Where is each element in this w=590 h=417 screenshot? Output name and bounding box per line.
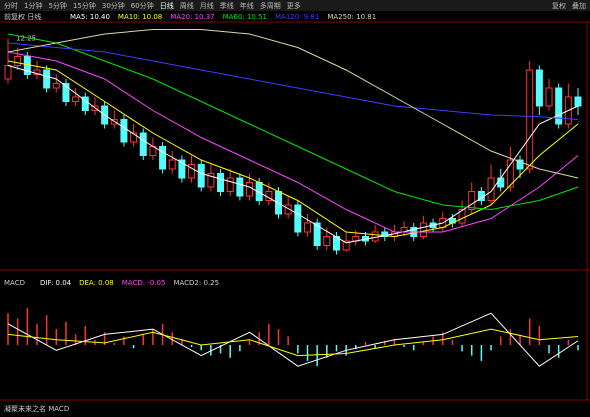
- candle-body: [226, 177, 234, 192]
- candle-body: [197, 164, 205, 188]
- toolbar-tab[interactable]: 更多: [287, 1, 301, 10]
- ma-label: MA120: 9.81: [275, 13, 319, 21]
- ma-label: MA20: 10.37: [170, 13, 214, 21]
- price-max-label: 12.25: [16, 35, 36, 43]
- candle-body: [535, 69, 543, 107]
- candle-body: [342, 240, 350, 251]
- ma-label: MA60: 10.51: [223, 13, 267, 21]
- ma-label: MA5: 10.40: [70, 13, 110, 21]
- macd-label: MACD: -0.05: [122, 279, 166, 287]
- candle-body: [52, 83, 60, 89]
- candle-body: [120, 119, 128, 143]
- candle-body: [371, 231, 379, 242]
- toolbar-tab[interactable]: 日线: [160, 1, 174, 10]
- toolbar-tab[interactable]: 季线: [220, 1, 234, 10]
- candle-body: [323, 236, 331, 246]
- toolbar-bg: [0, 0, 590, 11]
- ma-line: [7, 42, 579, 120]
- toolbar-tab[interactable]: 年线: [240, 1, 254, 10]
- candle-body: [516, 159, 524, 170]
- candle-body: [381, 231, 389, 237]
- ma-line: [7, 60, 579, 238]
- candle-body: [284, 204, 292, 215]
- candle-body: [62, 83, 70, 102]
- toolbar-tab[interactable]: 分时: [4, 1, 18, 10]
- candle-body: [159, 146, 167, 170]
- candle-body: [419, 222, 427, 237]
- toolbar-tab[interactable]: 5分钟: [48, 1, 66, 10]
- candle-body: [207, 173, 215, 188]
- toolbar-tab[interactable]: 多周期: [260, 1, 281, 10]
- candle-body: [574, 96, 582, 107]
- ma-line: [7, 51, 579, 233]
- macd-label: MACD2: 0.25: [173, 279, 219, 287]
- candle-body: [468, 191, 476, 210]
- candle-body: [43, 69, 51, 89]
- ma-line: [7, 33, 579, 211]
- candle-body: [188, 164, 196, 179]
- candle-body: [139, 132, 147, 156]
- candle-body: [81, 96, 89, 111]
- candle-body: [4, 65, 12, 80]
- candle-body: [246, 182, 254, 197]
- candle-body: [130, 132, 138, 143]
- toolbar-tab[interactable]: 60分钟: [131, 1, 154, 10]
- candle-body: [168, 159, 176, 170]
- candle-body: [545, 87, 553, 107]
- toolbar-tab[interactable]: 30分钟: [102, 1, 125, 10]
- toolbar-tab[interactable]: 15分钟: [73, 1, 96, 10]
- candle-body: [236, 177, 244, 197]
- macd-line: [7, 328, 579, 357]
- candle-body: [217, 173, 225, 192]
- candle-body: [313, 222, 321, 246]
- candle-body: [294, 204, 302, 233]
- candle-body: [72, 96, 80, 102]
- macd-title: MACD: [4, 279, 25, 287]
- candle-body: [555, 87, 563, 125]
- ma-line: [7, 65, 579, 244]
- candle-body: [303, 222, 311, 233]
- candle-body: [458, 209, 466, 224]
- main-label: 前复权 日线: [4, 12, 41, 21]
- toolbar-button[interactable]: 叠加: [572, 1, 586, 10]
- toolbar-tab[interactable]: 1分钟: [24, 1, 42, 10]
- toolbar-tab[interactable]: 周线: [180, 1, 194, 10]
- candle-body: [497, 177, 505, 188]
- toolbar-button[interactable]: 复权: [552, 1, 566, 10]
- candle-body: [487, 177, 495, 201]
- macd-line: [7, 312, 579, 367]
- footer: 凝聚未来之名 MACD: [4, 404, 69, 413]
- ma-label: MA250: 10.81: [327, 13, 376, 21]
- candle-body: [14, 56, 22, 66]
- ma-label: MA10: 10.08: [118, 13, 162, 21]
- ma-line: [7, 29, 579, 179]
- toolbar-tab[interactable]: 月线: [200, 1, 214, 10]
- macd-label: DEA: 0.08: [79, 279, 114, 287]
- candle-body: [178, 159, 186, 179]
- candle-body: [526, 69, 534, 170]
- macd-label: DIF: 0.04: [40, 279, 72, 287]
- candle-body: [506, 159, 514, 188]
